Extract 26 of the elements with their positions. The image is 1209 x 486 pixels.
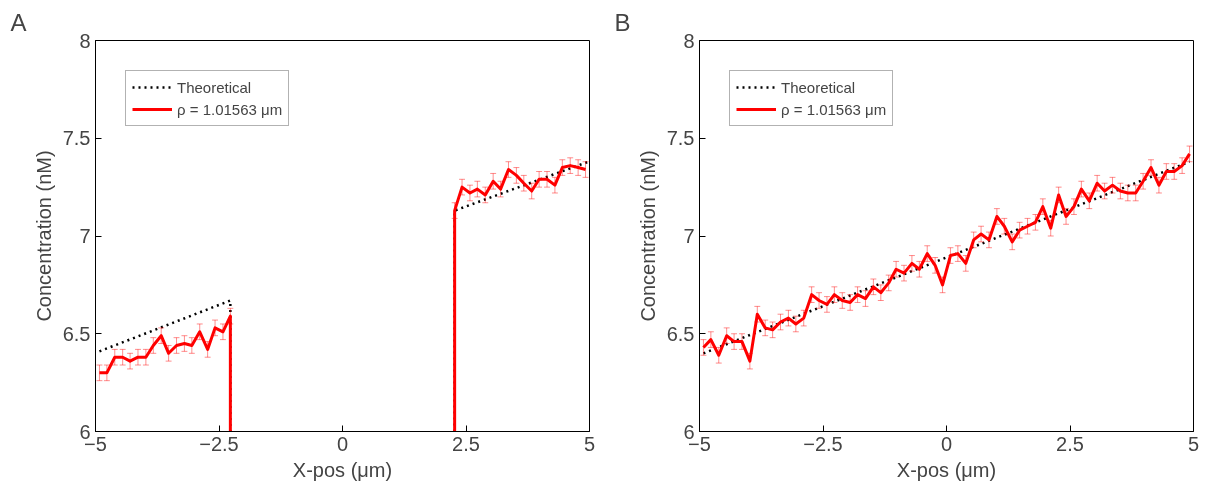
x-tick-label: 2.5 [1056, 432, 1084, 455]
x-tick-label: 5 [583, 432, 596, 455]
x-tick-label: 2.5 [452, 432, 480, 455]
y-axis-title: Concentration (nM) [32, 150, 55, 322]
y-tick-label: 7 [683, 225, 695, 247]
y-tick-label: 6.5 [666, 322, 695, 345]
y-tick-label: 7.5 [666, 127, 695, 150]
y-tick-label: 6.5 [62, 322, 91, 345]
legend-label: ρ = 1.01563 μm [177, 100, 283, 118]
y-tick-label: 7 [79, 225, 91, 247]
x-tick-label: 0 [336, 432, 349, 455]
y-tick-label: 8 [683, 29, 695, 52]
x-tick-label: 5 [1187, 432, 1200, 455]
y-tick-label: 8 [79, 29, 91, 52]
y-axis-title: Concentration (nM) [636, 150, 659, 322]
chart-title: A [10, 8, 27, 36]
y-tick-label: 7.5 [62, 127, 91, 150]
legend-label: Theoretical [177, 78, 252, 96]
legend-label: ρ = 1.01563 μm [781, 100, 887, 118]
x-tick-label: −2.5 [199, 432, 239, 455]
x-axis-title: X-pos (μm) [896, 458, 997, 481]
chart-title: B [614, 8, 631, 36]
x-tick-label: −2.5 [803, 432, 843, 455]
x-axis-title: X-pos (μm) [292, 458, 393, 481]
x-tick-label: 0 [940, 432, 953, 455]
legend-label: Theoretical [781, 78, 856, 96]
